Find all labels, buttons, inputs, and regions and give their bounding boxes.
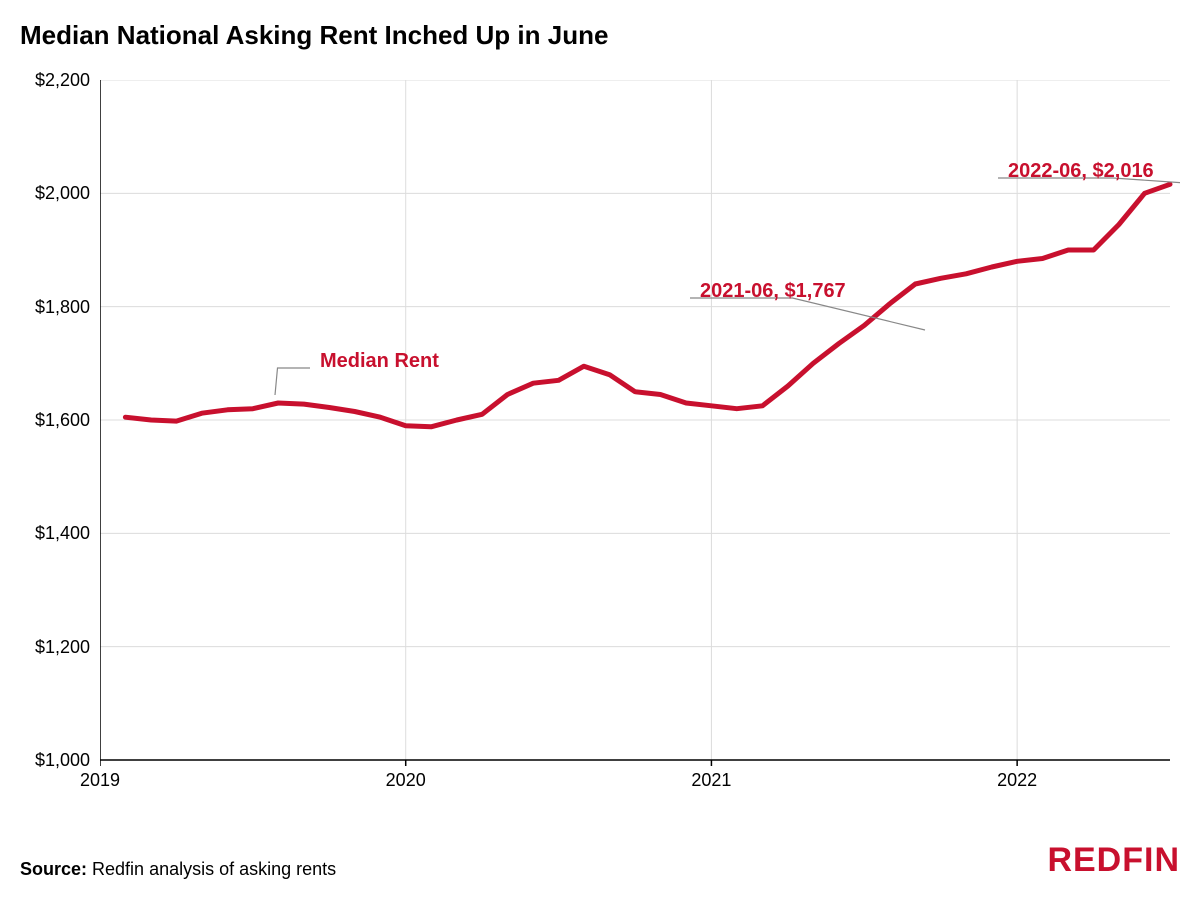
y-axis-tick-label: $1,600 [10, 410, 90, 431]
chart-annotation: 2022-06, $2,016 [1008, 160, 1154, 183]
source-value: Redfin analysis of asking rents [87, 859, 336, 879]
x-axis-tick-label: 2020 [376, 770, 436, 791]
x-axis-tick-label: 2021 [681, 770, 741, 791]
chart-area: $1,000$1,200$1,400$1,600$1,800$2,000$2,2… [100, 80, 1180, 800]
y-axis-tick-label: $1,000 [10, 750, 90, 771]
chart-title: Median National Asking Rent Inched Up in… [20, 20, 1180, 51]
chart-svg [100, 80, 1180, 800]
source-label: Source: [20, 859, 87, 879]
y-axis-tick-label: $1,400 [10, 523, 90, 544]
y-axis-tick-label: $1,800 [10, 297, 90, 318]
y-axis-tick-label: $1,200 [10, 637, 90, 658]
chart-annotation: 2021-06, $1,767 [700, 280, 846, 303]
y-axis-tick-label: $2,200 [10, 70, 90, 91]
redfin-logo: REDFIN [1047, 841, 1180, 880]
x-axis-tick-label: 2022 [987, 770, 1047, 791]
chart-footer: Source: Redfin analysis of asking rents … [20, 841, 1180, 880]
chart-annotation: Median Rent [320, 350, 439, 373]
y-axis-tick-label: $2,000 [10, 183, 90, 204]
x-axis-tick-label: 2019 [70, 770, 130, 791]
chart-container: Median National Asking Rent Inched Up in… [0, 0, 1200, 900]
source-text: Source: Redfin analysis of asking rents [20, 859, 336, 880]
